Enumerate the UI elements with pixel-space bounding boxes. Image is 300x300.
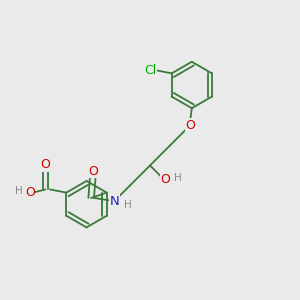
Text: H: H	[174, 173, 182, 183]
Text: O: O	[185, 119, 195, 132]
Text: Cl: Cl	[144, 64, 156, 77]
Text: N: N	[110, 195, 119, 208]
Text: O: O	[25, 186, 35, 199]
Text: O: O	[88, 165, 98, 178]
Text: H: H	[124, 200, 131, 210]
Text: O: O	[40, 158, 50, 171]
Text: O: O	[160, 173, 170, 186]
Text: H: H	[15, 186, 22, 196]
